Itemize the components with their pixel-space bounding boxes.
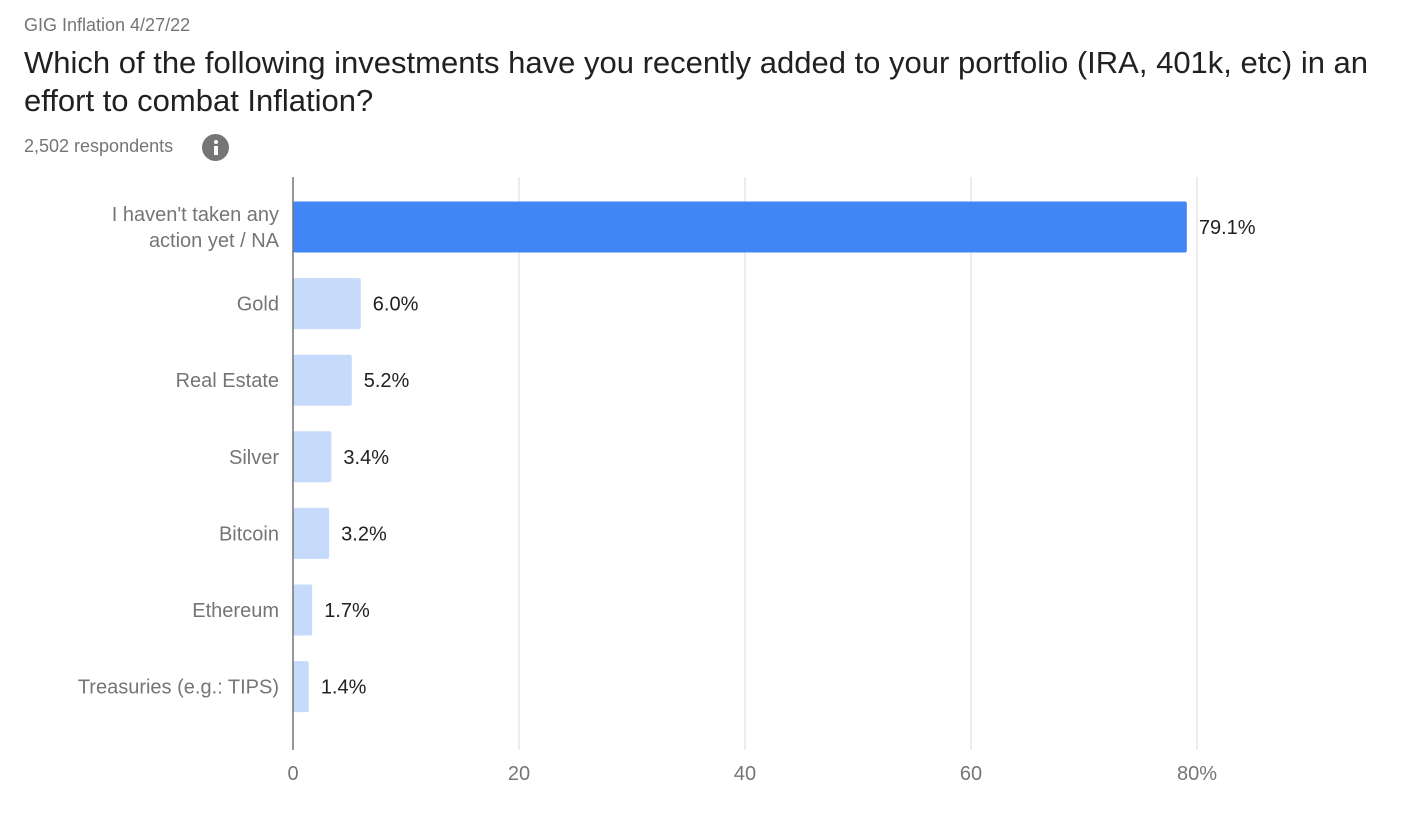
value-label: 3.4%: [343, 447, 389, 469]
category-label-line: Silver: [229, 447, 279, 469]
respondent-count: 2,502 respondents: [24, 136, 174, 156]
value-label: 5.2%: [364, 370, 410, 392]
x-tick-label: 20: [508, 763, 530, 785]
category-label-line: Gold: [237, 294, 279, 316]
bar: [293, 431, 332, 483]
category-label: Gold: [237, 294, 279, 316]
value-label: 1.4%: [321, 677, 367, 699]
x-tick-label: 80%: [1177, 763, 1217, 785]
info-icon-dot: [214, 140, 218, 144]
bar: [293, 507, 330, 559]
bar: [293, 584, 313, 636]
info-icon-stem: [214, 146, 218, 155]
labels: 79.1% I haven't taken any action yet / NA 6…: [78, 204, 1256, 699]
value-label: 6.0%: [373, 294, 419, 316]
category-label: Ethereum: [192, 600, 279, 622]
category-label: I haven't taken any action yet / NA: [112, 204, 280, 252]
value-label: 1.7%: [324, 600, 370, 622]
x-axis-ticks: 0 20 40 60 80%: [287, 763, 1217, 785]
category-label-line: Ethereum: [192, 600, 279, 622]
survey-label: GIG Inflation 4/27/22: [24, 15, 191, 35]
bar: [293, 354, 352, 406]
x-tick-label: 40: [734, 763, 756, 785]
value-label: 79.1%: [1199, 217, 1256, 239]
bar: [293, 661, 309, 713]
value-label: 3.2%: [341, 523, 387, 545]
category-label: Bitcoin: [219, 523, 279, 545]
category-label: Real Estate: [176, 370, 279, 392]
category-label-line: I haven't taken any: [112, 204, 279, 226]
info-icon[interactable]: [202, 134, 229, 161]
category-label: Silver: [229, 447, 279, 469]
category-label-line: Treasuries (e.g.: TIPS): [78, 677, 279, 699]
bars: [293, 201, 1187, 713]
question-title: Which of the following investments have …: [24, 45, 1369, 118]
category-label-line: Real Estate: [176, 370, 279, 392]
bar: [293, 201, 1187, 253]
category-label-line: Bitcoin: [219, 523, 279, 545]
x-tick-label: 60: [960, 763, 982, 785]
bar: [293, 278, 361, 330]
gridlines: [518, 177, 1198, 750]
x-tick-label: 0: [287, 763, 298, 785]
category-label-line: action yet / NA: [149, 230, 280, 252]
category-label: Treasuries (e.g.: TIPS): [78, 677, 279, 699]
